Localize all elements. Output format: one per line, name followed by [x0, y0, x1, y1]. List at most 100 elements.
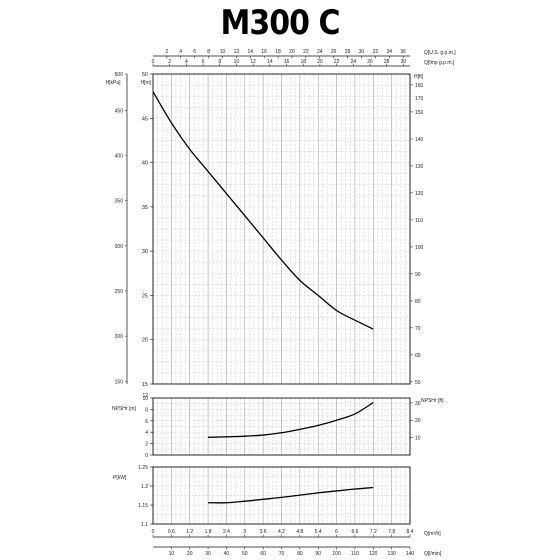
npsh-ytick-label: 6 — [145, 419, 148, 425]
kpa-tick-label: 250 — [115, 289, 124, 295]
impgpm-tick-label: 18 — [300, 59, 306, 65]
ft-tick-label: 90 — [415, 272, 421, 278]
m3h-tick-label: 7.2 — [370, 529, 377, 535]
impgpm-tick-label: 16 — [284, 59, 290, 65]
m3h-tick-label: 2.4 — [223, 529, 230, 535]
head-ytick-label: 20 — [142, 338, 148, 344]
lmin-tick-label: 120 — [369, 551, 378, 557]
impgpm-tick-label: 26 — [367, 59, 373, 65]
usgpm-tick-label: 22 — [303, 49, 309, 55]
lmin-tick-label: 10 — [169, 551, 175, 557]
head-ytick-label: 45 — [142, 116, 148, 122]
plot-frame — [152, 397, 411, 456]
usgpm-tick-label: 34 — [386, 49, 392, 55]
impgpm-tick-label: 2 — [168, 59, 171, 65]
impgpm-tick-label: 24 — [351, 59, 357, 65]
lmin-tick-label: 20 — [187, 551, 193, 557]
usgpm-tick-label: 2 — [165, 49, 168, 55]
power-ytick-label: 1.15 — [138, 503, 148, 509]
usgpm-tick-label: 4 — [179, 49, 182, 55]
ft-tick-label: 160 — [415, 83, 424, 89]
ft-tick-label: 170 — [415, 96, 424, 102]
head-ytick-label: 50 — [142, 72, 148, 78]
m3h-tick-label: 4.8 — [296, 529, 303, 535]
power-curve — [208, 486, 374, 504]
npsh-ytick-label: 0 — [145, 453, 148, 459]
lmin-tick-label: 50 — [242, 551, 248, 557]
m3h-tick-label: 6.6 — [351, 529, 358, 535]
m3h-tick-label: 3.6 — [260, 529, 267, 535]
npsh-ytick-label: 10 — [142, 396, 148, 402]
lmin-tick-label: 40 — [224, 551, 230, 557]
npsh-ytick-label: 4 — [145, 430, 148, 436]
ft-tick-label: 60 — [415, 353, 421, 359]
power-ytick-label: 1.1 — [141, 522, 148, 528]
usgpm-tick-label: 20 — [289, 49, 295, 55]
lmin-axis-label: Q[l/min] — [424, 551, 442, 557]
kpa-tick-label: 150 — [115, 379, 124, 385]
m3h-tick-label: 5.4 — [315, 529, 322, 535]
impgpm-tick-label: 22 — [334, 59, 340, 65]
chart-title: M300 C — [220, 4, 341, 44]
npsh-curve — [208, 402, 374, 438]
kpa-tick-label: 200 — [115, 334, 124, 340]
usgpm-tick-label: 24 — [317, 49, 323, 55]
usgpm-tick-label: 32 — [373, 49, 379, 55]
impgpm-tick-label: 10 — [234, 59, 240, 65]
impgpm-tick-label: 20 — [317, 59, 323, 65]
power-ylabel: P[kW] — [113, 475, 127, 481]
m3h-axis-label: Q[m³/h] — [424, 531, 441, 537]
lmin-tick-label: 30 — [205, 551, 211, 557]
impgpm-tick-label: 6 — [202, 59, 205, 65]
npsh-ft-tick-label: 30 — [415, 401, 421, 407]
npsh-ft-tick-label: 10 — [415, 436, 421, 442]
kpa-tick-label: 400 — [115, 153, 124, 159]
ft-tick-label: 110 — [415, 218, 423, 224]
lmin-tick-label: 100 — [332, 551, 341, 557]
usgpm-tick-label: 6 — [193, 49, 196, 55]
power-ytick-label: 1.25 — [138, 465, 148, 471]
usgpm-tick-label: 26 — [331, 49, 337, 55]
ft-tick-label: 70 — [415, 326, 421, 332]
usgpm-axis-label: Q[U.S. g.p.m.] — [424, 50, 456, 56]
head-ylabel-m: H[m] — [140, 80, 151, 86]
ft-tick-label: 100 — [415, 245, 424, 251]
impgpm-tick-label: 30 — [401, 59, 407, 65]
impgpm-tick-label: 4 — [185, 59, 188, 65]
impgpm-tick-label: 28 — [384, 59, 390, 65]
impgpm-tick-label: 12 — [250, 59, 256, 65]
npsh-ft-tick-label: 20 — [415, 418, 421, 424]
lmin-tick-label: 90 — [315, 551, 321, 557]
head-ytick-label: 30 — [142, 249, 148, 255]
impgpm-tick-label: 14 — [267, 59, 273, 65]
m3h-tick-label: 7.8 — [388, 529, 395, 535]
usgpm-tick-label: 16 — [261, 49, 267, 55]
kpa-tick-label: 450 — [115, 108, 124, 114]
kpa-tick-label: 350 — [115, 199, 124, 205]
head-ytick-label: 15 — [142, 382, 148, 388]
npsh-ytick-label: 12 — [142, 393, 148, 399]
power-ytick-label: 1.2 — [141, 484, 148, 490]
m3h-tick-label: 0.6 — [168, 529, 175, 535]
lmin-tick-label: 110 — [351, 551, 359, 557]
lmin-tick-label: 130 — [387, 551, 396, 557]
impgpm-tick-label: 8 — [218, 59, 221, 65]
usgpm-tick-label: 18 — [275, 49, 281, 55]
ft-tick-label: 150 — [415, 110, 424, 116]
usgpm-tick-label: 14 — [248, 49, 254, 55]
lmin-tick-label: 140 — [406, 551, 415, 557]
usgpm-tick-label: 12 — [234, 49, 240, 55]
lmin-tick-label: 80 — [297, 551, 303, 557]
usgpm-tick-label: 10 — [220, 49, 226, 55]
npsh-ylabel-m: NPSHr [m] — [112, 406, 137, 412]
m3h-tick-label: 4.2 — [278, 529, 285, 535]
plot-frame — [152, 466, 411, 525]
usgpm-tick-label: 8 — [207, 49, 210, 55]
m3h-tick-label: 8.4 — [407, 529, 414, 535]
head-ylabel-ft: H[ft] — [414, 74, 424, 80]
npsh-ytick-label: 8 — [145, 407, 148, 413]
ft-tick-label: 80 — [415, 299, 421, 305]
lmin-tick-label: 70 — [279, 551, 285, 557]
usgpm-tick-label: 36 — [400, 49, 406, 55]
